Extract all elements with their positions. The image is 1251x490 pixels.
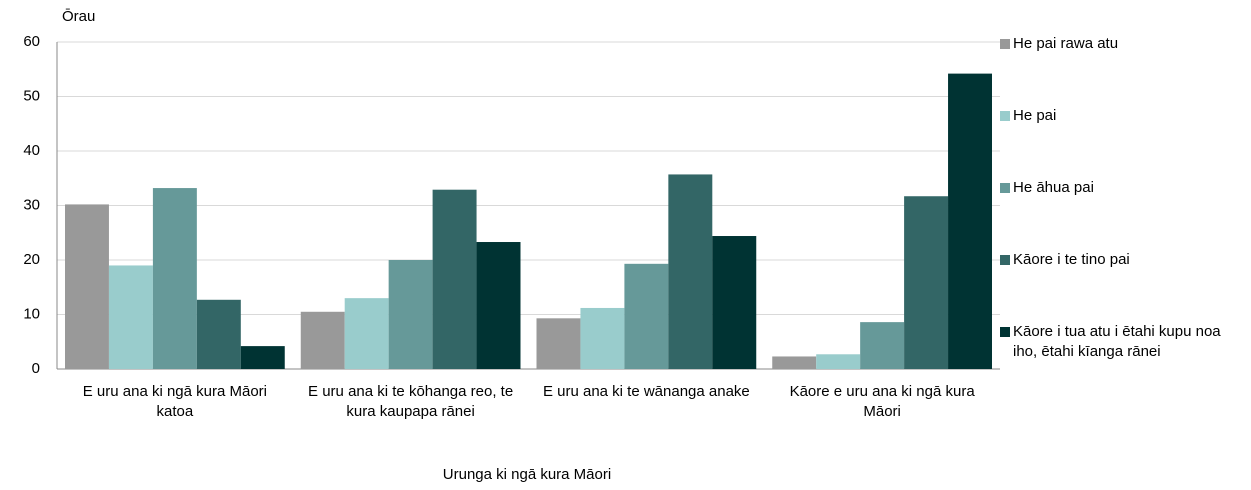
x-tick-label: Kāore e uru ana ki ngā kura Māori [789, 383, 975, 420]
bar [300, 311, 345, 369]
bar [624, 263, 669, 369]
bar [580, 307, 625, 369]
x-tick-label: E uru ana ki ngā kura Māori katoa [82, 383, 267, 420]
legend-item: He āhua pai [1000, 178, 1245, 198]
legend-label: Kāore i te tino pai [1013, 251, 1130, 268]
bar [476, 242, 521, 369]
y-tick-label: 0 [32, 360, 40, 377]
y-tick-label: 60 [23, 33, 40, 50]
y-axis-label: Ōrau [62, 8, 96, 25]
legend-item: He pai rawa atu [1000, 34, 1245, 54]
legend-swatch [1000, 111, 1010, 121]
bar [536, 318, 581, 369]
y-tick-label: 40 [23, 142, 40, 159]
y-tick-label: 50 [23, 87, 40, 104]
bar [432, 189, 477, 369]
x-axis-label: Urunga ki ngā kura Māori [442, 466, 612, 483]
bar [712, 236, 757, 369]
legend-swatch [1000, 183, 1010, 193]
y-tick-label: 20 [23, 251, 40, 268]
legend-item: Kāore i te tino pai [1000, 250, 1245, 270]
bar [816, 354, 861, 369]
x-tick-label: E uru ana ki te kōhanga reo, te kura kau… [308, 383, 514, 420]
bar [860, 322, 905, 369]
legend-label: Kāore i tua atu i ētahi kupu noa iho, ēt… [1013, 323, 1221, 360]
bar [152, 188, 197, 369]
legend-label: He pai rawa atu [1013, 35, 1119, 52]
bar [772, 356, 817, 369]
bar [65, 204, 109, 369]
bar [904, 196, 949, 369]
legend-item: Kāore i tua atu i ētahi kupu noa iho, ēt… [1000, 322, 1245, 362]
bar [948, 73, 992, 370]
y-tick-label: 10 [23, 305, 40, 322]
legend-swatch [1000, 327, 1010, 337]
y-tick-label: 30 [23, 196, 40, 213]
bar [108, 265, 153, 369]
bar [388, 260, 433, 369]
legend-swatch [1000, 39, 1010, 49]
legend-swatch [1000, 255, 1010, 265]
legend-label: He āhua pai [1013, 179, 1094, 196]
bar [240, 346, 285, 369]
x-tick-label: E uru ana ki te wānanga anake [542, 383, 750, 400]
bar [668, 174, 713, 369]
legend-label: He pai [1013, 107, 1057, 124]
bar [344, 298, 389, 369]
legend-item: He pai [1000, 106, 1245, 126]
bar [196, 299, 241, 369]
